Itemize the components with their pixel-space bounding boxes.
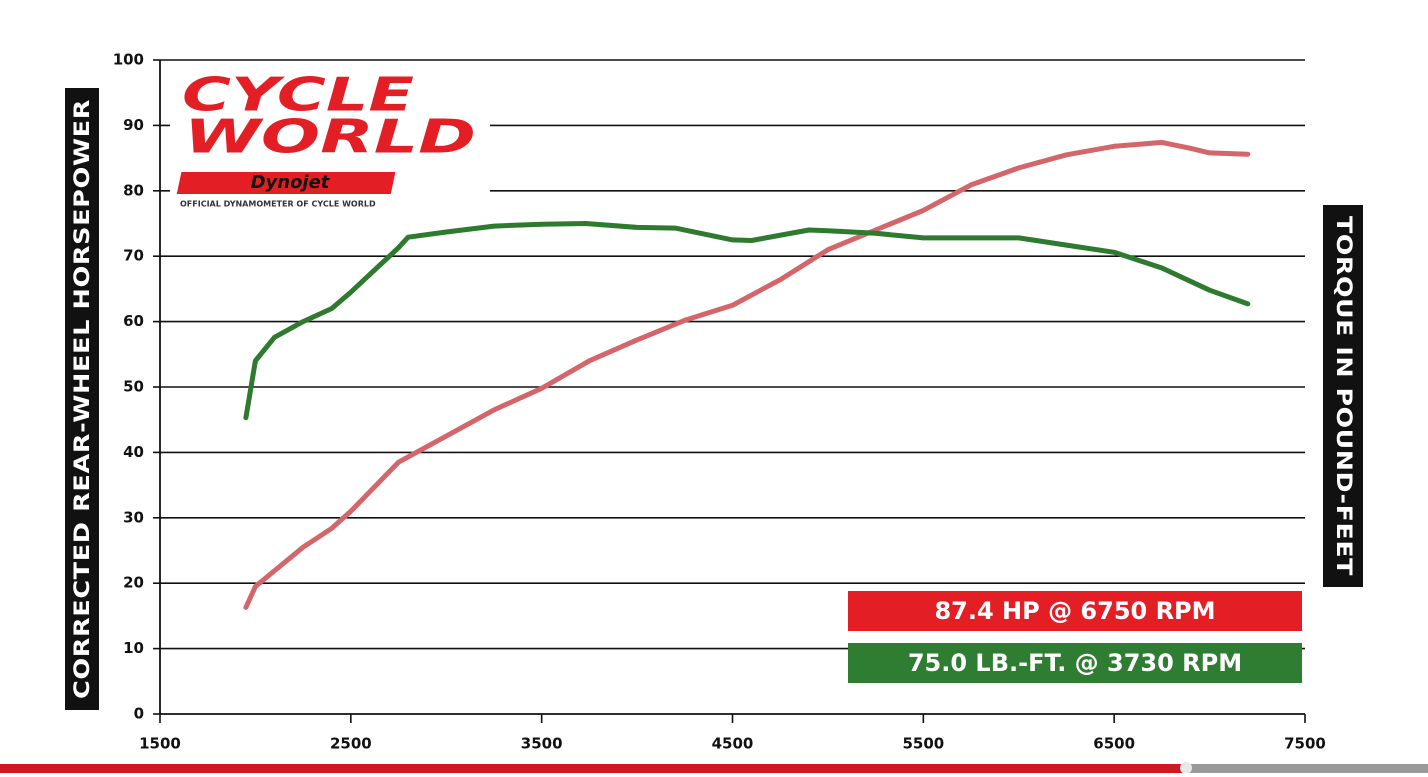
sponsor-badge: [176, 172, 396, 194]
x-tick-label: 3500: [521, 735, 563, 753]
y-tick-label: 30: [123, 508, 144, 526]
logo-sponsor: Dynojet: [251, 172, 331, 193]
annotation-box: [848, 591, 1302, 631]
y-tick-label: 80: [123, 181, 144, 199]
y-tick-label: 60: [123, 312, 144, 330]
y-tick-label: 10: [123, 639, 144, 657]
y2-axis-title: TORQUE IN POUND-FEET: [1332, 216, 1356, 576]
x-tick-label: 5500: [902, 735, 944, 753]
lines: [243, 139, 1251, 610]
grid: [160, 59, 1305, 650]
progress-fill[interactable]: [0, 764, 1186, 773]
logo-brand: CYCLE: [182, 68, 414, 122]
series-line: [243, 139, 1251, 610]
x-tick-label: 1500: [139, 735, 181, 753]
annotation-text: 87.4 HP @ 6750 RPM: [934, 597, 1215, 625]
y-tick-label: 0: [134, 705, 144, 723]
progress-handle[interactable]: [1180, 762, 1192, 774]
y-tick-label: 50: [123, 378, 144, 396]
annotations: 87.4 HP @ 6750 RPM 75.0 LB.-FT. @ 3730 RP…: [848, 591, 1302, 683]
y-tick-label: 20: [123, 574, 144, 592]
y-tick-label: 90: [123, 116, 144, 134]
logo: CYCLE WORLD Dynojet OFFICIAL DYNAMOMETER…: [170, 66, 490, 214]
y-tick-label: 70: [123, 247, 144, 265]
logo-brand-2: WORLD: [184, 110, 476, 164]
x-tick-label: 4500: [712, 735, 754, 753]
y-tick-label: 100: [113, 51, 144, 69]
y2-title-box: [1323, 205, 1363, 587]
series-line: [243, 221, 1251, 421]
x-tick-label: 2500: [330, 735, 372, 753]
annotation-box: [848, 643, 1302, 683]
y-title-box: [65, 88, 99, 710]
y-axis-title: CORRECTED REAR-WHEEL HORSEPOWER: [70, 99, 94, 699]
logo-tagline: OFFICIAL DYNAMOMETER OF CYCLE WORLD: [180, 200, 376, 209]
x-tick-label: 7500: [1284, 735, 1326, 753]
y-tick-label: 40: [123, 443, 144, 461]
axes: 0 10 20 30 40 50 60 70 80 90 100 1500 2500 3500 4500 55…: [113, 51, 1326, 753]
x-tick-label: 6500: [1093, 735, 1135, 753]
annotation-text: 75.0 LB.-FT. @ 3730 RPM: [908, 649, 1242, 677]
